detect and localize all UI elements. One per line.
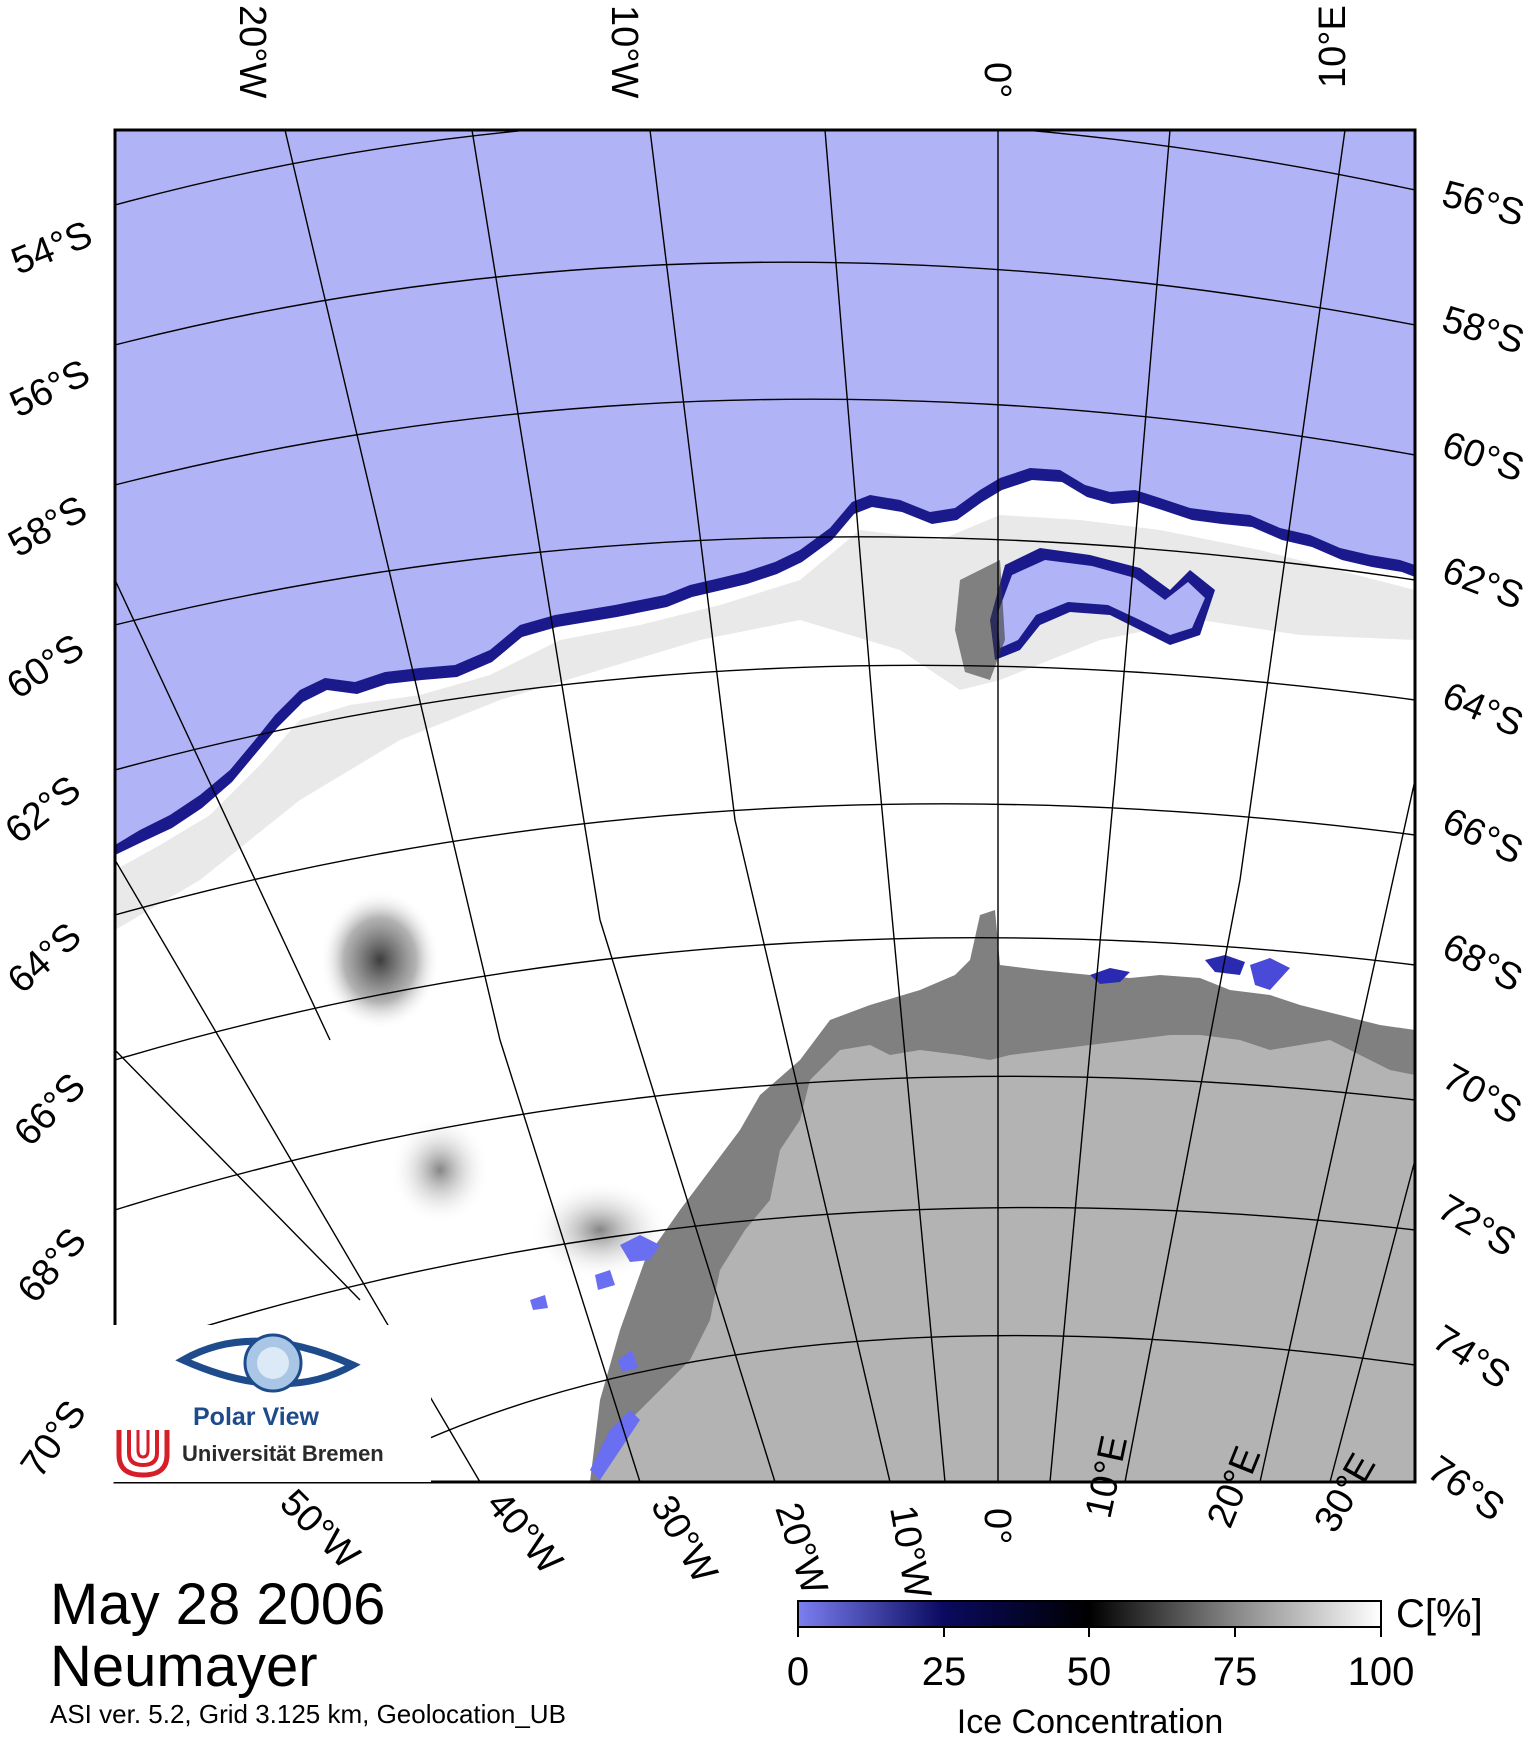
legend-tick-label: 25 xyxy=(921,1650,967,1694)
map-frame-content xyxy=(115,130,1415,1482)
logo-name: Polar View xyxy=(193,1403,319,1431)
top-lon-label: 10°W xyxy=(603,5,645,98)
bottom-lon-label: 40°W xyxy=(478,1484,570,1583)
right-lat-label: 56°S xyxy=(1438,173,1529,235)
top-lon-label: 0° xyxy=(976,62,1018,98)
coastal-polynya xyxy=(620,1235,660,1262)
algorithm-subtitle: ASI ver. 5.2, Grid 3.125 km, Geolocation… xyxy=(50,1699,566,1729)
legend-colorbar xyxy=(797,1600,1382,1628)
right-lat-label: 74°S xyxy=(1425,1317,1517,1397)
coastal-polynya xyxy=(618,1350,638,1372)
right-lat-label: 62°S xyxy=(1437,549,1529,618)
left-lat-label: 56°S xyxy=(4,352,97,426)
eye-icon xyxy=(116,1333,361,1478)
right-lat-label: 64°S xyxy=(1436,675,1529,746)
left-lat-label: 60°S xyxy=(0,626,92,707)
top-lon-label: 10°E xyxy=(1312,5,1354,88)
coastal-polynya xyxy=(595,1270,615,1290)
bottom-lon-label: 30°W xyxy=(642,1489,725,1591)
bottom-lon-label: 20°W xyxy=(766,1498,835,1600)
legend-title: Ice Concentration xyxy=(956,1703,1224,1740)
graticule xyxy=(115,130,1415,1482)
legend-tick-label: 75 xyxy=(1212,1650,1258,1694)
map-frame xyxy=(113,128,1417,1484)
legend-tick-marks xyxy=(797,1627,1382,1637)
left-lat-label: 66°S xyxy=(6,1066,94,1155)
right-lat-label: 60°S xyxy=(1437,424,1529,491)
bottom-lon-label: 0° xyxy=(976,1508,1018,1544)
marginal-ice-zone xyxy=(115,515,1415,930)
right-lat-label: 76°S xyxy=(1420,1448,1512,1530)
right-lat-label: 66°S xyxy=(1436,800,1529,873)
left-lat-label: 70°S xyxy=(13,1393,95,1485)
left-lat-label: 58°S xyxy=(2,488,95,566)
coastal-polynya xyxy=(1205,955,1245,975)
antarctic-land xyxy=(600,1035,1415,1482)
coastal-polynya xyxy=(1250,958,1290,990)
right-lat-label: 58°S xyxy=(1437,298,1528,362)
polynya-dark-rim xyxy=(955,560,1005,680)
legend-tick-label: 0 xyxy=(786,1650,810,1694)
polynya-water xyxy=(997,560,1205,648)
date-title: May 28 2006 xyxy=(50,1572,386,1637)
dark-ice-patch xyxy=(320,890,440,1030)
right-lat-label: 68°S xyxy=(1436,926,1529,1001)
polar-view-logo: Polar View Universität Bremen xyxy=(113,1325,431,1482)
legend-unit: C[%] xyxy=(1396,1592,1483,1636)
right-lat-label: 70°S xyxy=(1436,1056,1529,1133)
left-lat-label: 64°S xyxy=(0,915,90,1002)
left-lat-label: 62°S xyxy=(0,768,89,852)
legend-tick-label: 50 xyxy=(1066,1650,1112,1694)
bottom-lon-label: 10°W xyxy=(881,1502,939,1601)
station-title: Neumayer xyxy=(50,1634,318,1699)
bottom-lon-label: 50°W xyxy=(272,1482,368,1578)
legend-tick-label: 100 xyxy=(1347,1650,1415,1694)
dark-ice-patch xyxy=(390,1115,490,1225)
top-lon-label: 20°W xyxy=(231,5,273,98)
logo-institution: Universität Bremen xyxy=(182,1441,384,1466)
coastal-polynya xyxy=(590,1410,640,1480)
coastal-polynya xyxy=(1090,968,1130,984)
coastal-polynya xyxy=(530,1295,548,1310)
right-lat-label: 72°S xyxy=(1430,1187,1523,1266)
left-lat-label: 54°S xyxy=(6,213,99,283)
left-lat-label: 68°S xyxy=(10,1220,95,1310)
